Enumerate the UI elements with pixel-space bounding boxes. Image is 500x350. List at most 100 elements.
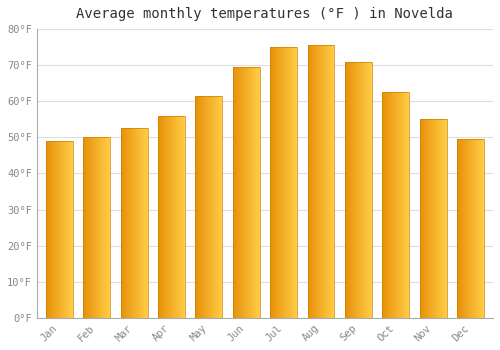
Bar <box>321 45 322 318</box>
Bar <box>472 139 474 318</box>
Bar <box>428 119 429 318</box>
Bar <box>369 62 370 318</box>
Bar <box>92 137 94 318</box>
Bar <box>179 116 180 318</box>
Bar <box>270 47 297 318</box>
Bar <box>257 67 258 318</box>
Bar <box>183 116 184 318</box>
Bar <box>435 119 436 318</box>
Bar <box>143 128 144 318</box>
Bar <box>173 116 174 318</box>
Bar <box>254 67 255 318</box>
Bar <box>395 92 396 318</box>
Bar <box>174 116 175 318</box>
Bar <box>84 137 85 318</box>
Bar <box>178 116 179 318</box>
Bar <box>363 62 364 318</box>
Bar <box>175 116 176 318</box>
Bar <box>365 62 366 318</box>
Bar <box>166 116 168 318</box>
Bar <box>140 128 141 318</box>
Bar <box>328 45 329 318</box>
Bar <box>246 67 247 318</box>
Bar <box>389 92 390 318</box>
Bar <box>205 96 206 318</box>
Bar <box>347 62 348 318</box>
Bar <box>251 67 252 318</box>
Bar <box>382 92 409 318</box>
Bar <box>53 141 54 318</box>
Bar <box>386 92 387 318</box>
Bar <box>88 137 89 318</box>
Bar <box>273 47 274 318</box>
Bar <box>58 141 59 318</box>
Bar <box>47 141 48 318</box>
Bar <box>474 139 476 318</box>
Bar <box>209 96 210 318</box>
Bar <box>132 128 134 318</box>
Bar <box>308 45 334 318</box>
Bar <box>108 137 109 318</box>
Bar <box>348 62 349 318</box>
Bar <box>408 92 410 318</box>
Bar <box>49 141 50 318</box>
Bar <box>277 47 278 318</box>
Bar <box>404 92 405 318</box>
Bar <box>460 139 461 318</box>
Bar <box>172 116 173 318</box>
Bar <box>253 67 254 318</box>
Bar <box>249 67 250 318</box>
Bar <box>51 141 52 318</box>
Bar <box>432 119 433 318</box>
Bar <box>461 139 462 318</box>
Bar <box>176 116 177 318</box>
Bar <box>275 47 276 318</box>
Bar <box>311 45 312 318</box>
Bar <box>482 139 484 318</box>
Bar <box>100 137 102 318</box>
Bar <box>358 62 359 318</box>
Bar <box>319 45 320 318</box>
Bar <box>385 92 386 318</box>
Bar <box>387 92 388 318</box>
Bar <box>235 67 236 318</box>
Bar <box>364 62 365 318</box>
Bar <box>312 45 313 318</box>
Bar <box>371 62 372 318</box>
Bar <box>104 137 106 318</box>
Bar <box>422 119 423 318</box>
Bar <box>382 92 383 318</box>
Bar <box>52 141 53 318</box>
Bar <box>291 47 292 318</box>
Bar <box>244 67 245 318</box>
Bar <box>98 137 100 318</box>
Bar <box>122 128 124 318</box>
Bar <box>356 62 357 318</box>
Bar <box>70 141 72 318</box>
Bar <box>120 128 148 318</box>
Bar <box>424 119 425 318</box>
Bar <box>121 128 122 318</box>
Bar <box>464 139 465 318</box>
Bar <box>370 62 371 318</box>
Bar <box>287 47 288 318</box>
Bar <box>245 67 246 318</box>
Bar <box>60 141 62 318</box>
Bar <box>362 62 363 318</box>
Bar <box>283 47 284 318</box>
Bar <box>440 119 442 318</box>
Bar <box>351 62 352 318</box>
Bar <box>394 92 395 318</box>
Bar <box>421 119 422 318</box>
Bar <box>144 128 145 318</box>
Bar <box>271 47 272 318</box>
Bar <box>90 137 92 318</box>
Bar <box>401 92 402 318</box>
Bar <box>444 119 446 318</box>
Bar <box>466 139 468 318</box>
Bar <box>130 128 132 318</box>
Bar <box>480 139 482 318</box>
Title: Average monthly temperatures (°F ) in Novelda: Average monthly temperatures (°F ) in No… <box>76 7 454 21</box>
Bar <box>238 67 239 318</box>
Bar <box>326 45 327 318</box>
